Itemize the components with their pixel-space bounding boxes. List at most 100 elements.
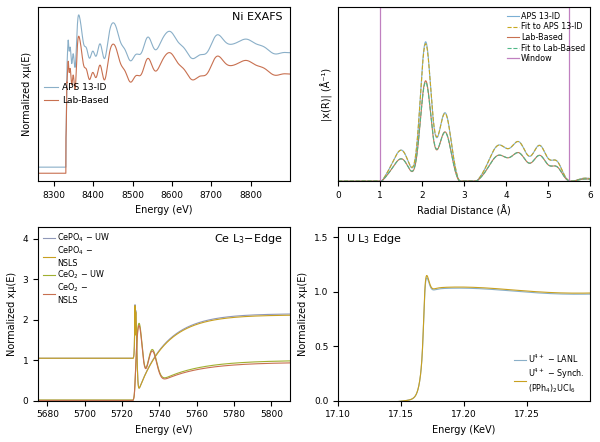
- Lab-Based: [444, 134, 451, 140]
- Fit to APS 13-ID: [357, 179, 364, 184]
- CePO$_4$ −
NSLS: [54, 355, 61, 361]
- CeO$_2$ −
NSLS: [147, 351, 154, 357]
- Lab-Based: [233, 61, 240, 67]
- Line: Lab-Based: Lab-Based: [338, 81, 590, 181]
- X-axis label: Energy (eV): Energy (eV): [135, 425, 193, 435]
- U$^{4+}$ − Synch.
(PPh$_4$)$_2$UCl$_6$: [342, 403, 349, 408]
- Lab-Based: [151, 67, 158, 72]
- CePO$_4$ −
NSLS: [178, 328, 185, 334]
- Fit to Lab-Based: [422, 80, 430, 85]
- CePO$_4$ − UW: [147, 361, 154, 366]
- Lab-Based: [279, 71, 286, 76]
- Line: CePO$_4$ − UW: CePO$_4$ − UW: [38, 305, 290, 388]
- Line: U$^{4+}$ − LANL: U$^{4+}$ − LANL: [338, 278, 590, 405]
- X-axis label: Energy (eV): Energy (eV): [135, 206, 193, 215]
- U$^{4+}$ − Synch.
(PPh$_4$)$_2$UCl$_6$: [442, 285, 449, 290]
- Window: [566, 179, 573, 184]
- Lab-Based: [473, 179, 480, 184]
- Fit to APS 13-ID: [444, 118, 451, 123]
- CeO$_2$ − UW: [64, 397, 71, 403]
- Line: Window: Window: [380, 7, 569, 181]
- CeO$_2$ − UW: [54, 397, 61, 403]
- Legend: CePO$_4$ − UW, CePO$_4$ −
NSLS, CeO$_2$ − UW, CeO$_2$ −
NSLS: CePO$_4$ − UW, CePO$_4$ − NSLS, CeO$_2$ …: [40, 228, 113, 308]
- U$^{4+}$ − Synch.
(PPh$_4$)$_2$UCl$_6$: [334, 402, 341, 408]
- Y-axis label: Normalized xμ(E): Normalized xμ(E): [298, 271, 308, 356]
- U$^{4+}$ − LANL: [423, 275, 430, 280]
- Lab-Based: [47, 171, 55, 176]
- CePO$_4$ − UW: [34, 355, 41, 361]
- APS 13-ID: [355, 179, 362, 184]
- APS 13-ID: [279, 50, 286, 55]
- CeO$_2$ − UW: [151, 352, 158, 357]
- Legend: APS 13-ID, Lab-Based: APS 13-ID, Lab-Based: [41, 79, 113, 109]
- Lab-Based: [422, 78, 430, 84]
- Lab-Based: [467, 179, 475, 184]
- Fit to Lab-Based: [444, 135, 451, 140]
- CeO$_2$ − UW: [286, 358, 293, 364]
- Fit to Lab-Based: [467, 179, 475, 184]
- CePO$_4$ − UW: [54, 355, 61, 361]
- APS 13-ID: [75, 12, 82, 18]
- Text: U L$_3$ Edge: U L$_3$ Edge: [346, 232, 402, 246]
- Fit to APS 13-ID: [422, 41, 430, 46]
- CePO$_4$ −
NSLS: [147, 362, 154, 367]
- Line: U$^{4+}$ − Synch.
(PPh$_4$)$_2$UCl$_6$: U$^{4+}$ − Synch. (PPh$_4$)$_2$UCl$_6$: [338, 275, 590, 405]
- U$^{4+}$ − LANL: [342, 403, 349, 408]
- Line: CeO$_2$ −
NSLS: CeO$_2$ − NSLS: [38, 326, 290, 400]
- CeO$_2$ −
NSLS: [142, 366, 149, 371]
- Lab-Based: [75, 34, 82, 39]
- Fit to Lab-Based: [377, 179, 385, 184]
- CePO$_4$ − UW: [151, 354, 158, 359]
- CePO$_4$ −
NSLS: [64, 355, 71, 361]
- CePO$_4$ − UW: [64, 355, 71, 361]
- CePO$_4$ −
NSLS: [286, 312, 293, 318]
- APS 13-ID: [467, 179, 475, 184]
- APS 13-ID: [279, 50, 286, 55]
- CePO$_4$ − UW: [136, 385, 143, 391]
- APS 13-ID: [286, 50, 293, 55]
- Fit to Lab-Based: [368, 179, 376, 184]
- APS 13-ID: [34, 164, 41, 170]
- Legend: APS 13-ID, Fit to APS 13-ID, Lab-Based, Fit to Lab-Based, Window: APS 13-ID, Fit to APS 13-ID, Lab-Based, …: [503, 8, 589, 66]
- U$^{4+}$ − Synch.
(PPh$_4$)$_2$UCl$_6$: [423, 273, 430, 278]
- Y-axis label: Normalized xμ(E): Normalized xμ(E): [7, 271, 17, 356]
- CeO$_2$ − UW: [136, 320, 143, 326]
- Line: Lab-Based: Lab-Based: [38, 36, 290, 173]
- CePO$_4$ −
NSLS: [34, 355, 41, 361]
- CeO$_2$ −
NSLS: [286, 360, 293, 366]
- Lab-Based: [419, 88, 427, 93]
- Lab-Based: [377, 179, 385, 184]
- U$^{4+}$ − LANL: [442, 286, 449, 291]
- U$^{4+}$ − Synch.
(PPh$_4$)$_2$UCl$_6$: [587, 290, 594, 296]
- Lab-Based: [334, 179, 341, 184]
- U$^{4+}$ − Synch.
(PPh$_4$)$_2$UCl$_6$: [478, 285, 485, 290]
- CeO$_2$ − UW: [142, 364, 149, 370]
- U$^{4+}$ − LANL: [447, 286, 454, 291]
- Fit to APS 13-ID: [334, 179, 341, 184]
- Fit to APS 13-ID: [467, 179, 475, 184]
- CeO$_2$ − UW: [178, 369, 185, 374]
- APS 13-ID: [587, 176, 594, 181]
- Fit to APS 13-ID: [419, 54, 427, 60]
- U$^{4+}$ − Synch.
(PPh$_4$)$_2$UCl$_6$: [452, 284, 459, 290]
- U$^{4+}$ − LANL: [364, 402, 371, 407]
- U$^{4+}$ − Synch.
(PPh$_4$)$_2$UCl$_6$: [354, 402, 361, 408]
- Line: Fit to Lab-Based: Fit to Lab-Based: [338, 82, 590, 181]
- CePO$_4$ − UW: [286, 311, 293, 316]
- Fit to APS 13-ID: [587, 177, 594, 183]
- APS 13-ID: [151, 46, 158, 51]
- CePO$_4$ −
NSLS: [142, 372, 149, 377]
- APS 13-ID: [233, 40, 240, 46]
- CeO$_2$ −
NSLS: [64, 398, 71, 403]
- CeO$_2$ −
NSLS: [151, 353, 158, 358]
- CePO$_4$ − UW: [178, 328, 185, 333]
- CeO$_2$ −
NSLS: [136, 323, 143, 328]
- Fit to Lab-Based: [419, 89, 427, 94]
- U$^{4+}$ − Synch.
(PPh$_4$)$_2$UCl$_6$: [364, 402, 371, 407]
- Lab-Based: [587, 177, 594, 182]
- Line: CeO$_2$ − UW: CeO$_2$ − UW: [38, 323, 290, 400]
- U$^{4+}$ − LANL: [587, 291, 594, 297]
- Lab-Based: [279, 71, 286, 76]
- APS 13-ID: [377, 179, 385, 184]
- Line: APS 13-ID: APS 13-ID: [338, 42, 590, 181]
